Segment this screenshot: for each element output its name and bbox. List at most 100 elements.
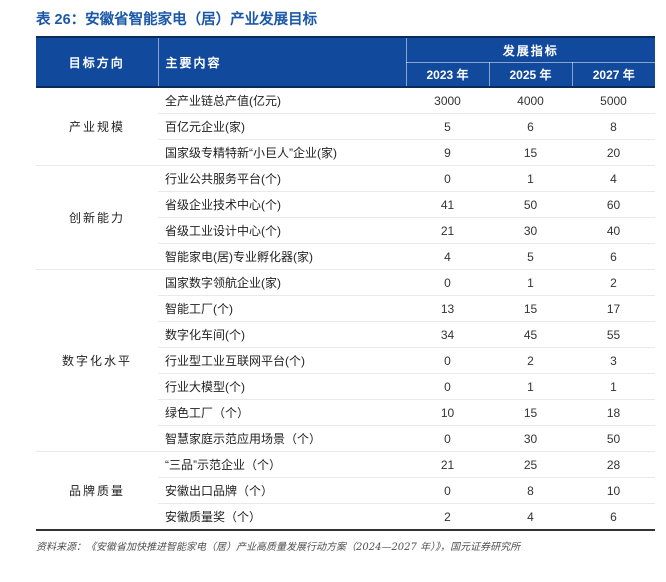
source-note: 资料来源：《安徽省加快推进智能家电（居）产业高质量发展行动方案（2024—202…: [36, 542, 521, 553]
table-row: 产业规模 全产业链总产值(亿元) 3000 4000 5000: [36, 87, 656, 166]
table-row: 品牌质量 “三品”示范企业（个） 21 25 28: [36, 451, 656, 531]
value-cell-2027: 5000: [572, 87, 656, 114]
value-cell-2023: 0: [406, 373, 489, 400]
row-label-cell: 安徽出口品牌（个）: [158, 477, 406, 504]
row-label-cell: 智慧家庭示范应用场景（个）: [158, 425, 406, 452]
table-row: 省级企业技术中心(个) 41 50 60: [36, 191, 656, 218]
value-cell-2027: 4: [572, 165, 656, 192]
group-cell-innovation: 创新能力: [36, 165, 158, 270]
value-cell-2023: 4: [406, 243, 489, 270]
row-label-cell: 国家数字领航企业(家): [158, 269, 406, 296]
table-row: 国家级专精特新“小巨人”企业(家) 9 15 20: [36, 139, 656, 166]
value-cell-2027: 2: [572, 269, 656, 296]
value-cell-2023: 9: [406, 139, 489, 166]
value-cell-2025: 4: [527, 509, 534, 524]
row-label-cell: 智能家电(居)专业孵化器(家): [158, 243, 406, 270]
value-cell-2027: 6: [572, 243, 656, 270]
row-label-cell: 行业大模型(个): [158, 373, 406, 400]
row-label-cell: 行业型工业互联网平台(个): [158, 347, 406, 374]
header-cell-content: 主要内容: [158, 37, 407, 88]
value-cell-2025: 1: [489, 269, 572, 296]
value-cell-2023: 0: [406, 269, 489, 296]
value-cell-2027: 50: [572, 425, 656, 452]
table-row: 安徽出口品牌（个） 0 8 10: [36, 477, 656, 504]
page-title: 表 26：安徽省智能家电（居）产业发展目标: [36, 12, 318, 28]
table-row: 行业大模型(个) 0 1 1: [36, 373, 656, 400]
group-cell-brand-quality: 品牌质量: [36, 451, 158, 531]
value-cell-2027: 10: [572, 477, 656, 504]
row-label-cell: 安徽质量奖（个）: [165, 510, 262, 524]
value-cell-2027: 20: [572, 139, 656, 166]
header-cell-year-2025: 2025 年: [488, 62, 572, 88]
value-cell-2023: 0: [406, 477, 489, 504]
row-label-cell: 省级企业技术中心(个): [158, 191, 406, 218]
value-cell-2025: 4000: [489, 87, 572, 114]
value-cell-2027: 40: [572, 217, 656, 244]
value-cell-2023: 34: [406, 321, 489, 348]
value-cell-2027: 18: [572, 399, 656, 426]
value-cell-2023: 3000: [406, 87, 489, 114]
value-cell-2023: 0: [406, 165, 489, 192]
value-cell-2025: 1: [489, 373, 572, 400]
header-cell-indicator-group: 发展指标: [406, 37, 656, 63]
value-cell-2025: 8: [489, 477, 572, 504]
development-goals-table: 目标方向 主要内容 发展指标 2023 年 2025 年 2027 年 产业规模…: [36, 36, 656, 531]
header-cell-year-2027: 2027 年: [571, 62, 656, 88]
value-cell-2023: 0: [406, 347, 489, 374]
header-cell-direction: 目标方向: [36, 37, 159, 88]
value-cell-2025: 50: [489, 191, 572, 218]
value-cell-2023: 13: [406, 295, 489, 322]
table-row: 百亿元企业(家) 5 6 8: [36, 113, 656, 140]
value-cell-2023: 0: [406, 425, 489, 452]
row-label-cell: “三品”示范企业（个）: [158, 451, 406, 478]
header-cell-year-2023: 2023 年: [406, 62, 489, 88]
group-cell-industry-scale: 产业规模: [36, 87, 158, 166]
value-cell-2023: 5: [406, 113, 489, 140]
value-cell-2025: 1: [489, 165, 572, 192]
table-header: 目标方向 主要内容 发展指标 2023 年 2025 年 2027 年: [36, 37, 656, 88]
row-label-cell: 全产业链总产值(亿元): [158, 87, 406, 114]
row-label-cell: 行业公共服务平台(个): [158, 165, 406, 192]
value-cell-2027: 60: [572, 191, 656, 218]
value-cell-2025: 15: [489, 399, 572, 426]
value-cell-2025: 2: [489, 347, 572, 374]
row-label-cell: 智能工厂(个): [158, 295, 406, 322]
table-row: 数字化车间(个) 34 45 55: [36, 321, 656, 348]
table-row: 数字化水平 国家数字领航企业(家) 0 1 2: [36, 269, 656, 452]
value-cell-2025: 30: [489, 425, 572, 452]
table-row: 绿色工厂（个） 10 15 18: [36, 399, 656, 426]
value-cell-2025: 15: [489, 139, 572, 166]
value-cell-2025: 6: [489, 113, 572, 140]
value-cell-2025: 25: [489, 451, 572, 478]
value-cell-2027: 55: [572, 321, 656, 348]
row-label-cell: 百亿元企业(家): [158, 113, 406, 140]
table-row: 行业型工业互联网平台(个) 0 2 3: [36, 347, 656, 374]
table-row: 智能工厂(个) 13 15 17: [36, 295, 656, 322]
value-cell-2027: 28: [572, 451, 656, 478]
value-cell-2027: 17: [572, 295, 656, 322]
value-cell-2023: 10: [406, 399, 489, 426]
table-body: 产业规模 全产业链总产值(亿元) 3000 4000 5000 百亿元企业(家)…: [36, 87, 656, 531]
table-row: 智慧家庭示范应用场景（个） 0 30 50: [36, 425, 656, 452]
table-row: 省级工业设计中心(个) 21 30 40: [36, 217, 656, 244]
value-cell-2023: 41: [406, 191, 489, 218]
value-cell-2027: 1: [572, 373, 656, 400]
value-cell-2023: 2: [444, 509, 451, 524]
value-cell-2025: 15: [489, 295, 572, 322]
row-label-cell: 国家级专精特新“小巨人”企业(家): [158, 139, 406, 166]
table-row: 安徽质量奖（个） 2 4 6: [36, 504, 655, 531]
value-cell-2027: 6: [610, 509, 617, 524]
value-cell-2025: 30: [489, 217, 572, 244]
value-cell-2023: 21: [406, 217, 489, 244]
value-cell-2023: 21: [406, 451, 489, 478]
value-cell-2025: 5: [489, 243, 572, 270]
value-cell-2025: 45: [489, 321, 572, 348]
group-cell-digitalization: 数字化水平: [36, 269, 158, 452]
table-row: 创新能力 行业公共服务平台(个) 0 1 4: [36, 165, 656, 270]
row-label-cell: 数字化车间(个): [158, 321, 406, 348]
value-cell-2027: 8: [572, 113, 656, 140]
table-row: 智能家电(居)专业孵化器(家) 4 5 6: [36, 243, 656, 270]
value-cell-2027: 3: [572, 347, 656, 374]
row-label-cell: 省级工业设计中心(个): [158, 217, 406, 244]
